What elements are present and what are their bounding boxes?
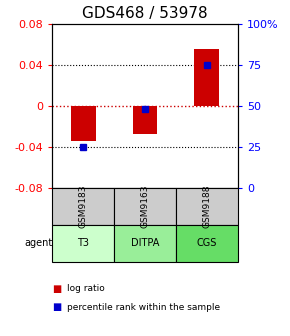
FancyBboxPatch shape xyxy=(176,225,238,262)
Text: log ratio: log ratio xyxy=(67,285,104,293)
Text: GSM9163: GSM9163 xyxy=(140,184,150,228)
Text: CGS: CGS xyxy=(197,239,217,248)
Text: GSM9188: GSM9188 xyxy=(202,184,211,228)
FancyBboxPatch shape xyxy=(176,187,238,225)
Bar xyxy=(71,106,95,141)
FancyBboxPatch shape xyxy=(52,187,114,225)
Text: percentile rank within the sample: percentile rank within the sample xyxy=(67,303,220,312)
Text: DITPA: DITPA xyxy=(131,239,159,248)
Bar xyxy=(133,106,157,134)
FancyBboxPatch shape xyxy=(114,187,176,225)
FancyBboxPatch shape xyxy=(114,225,176,262)
Bar xyxy=(195,49,219,106)
FancyBboxPatch shape xyxy=(52,225,114,262)
Text: ■: ■ xyxy=(52,302,61,312)
Text: ■: ■ xyxy=(52,284,61,294)
Text: GSM9183: GSM9183 xyxy=(79,184,88,228)
Text: agent: agent xyxy=(24,239,52,248)
Text: T3: T3 xyxy=(77,239,89,248)
Title: GDS468 / 53978: GDS468 / 53978 xyxy=(82,6,208,21)
